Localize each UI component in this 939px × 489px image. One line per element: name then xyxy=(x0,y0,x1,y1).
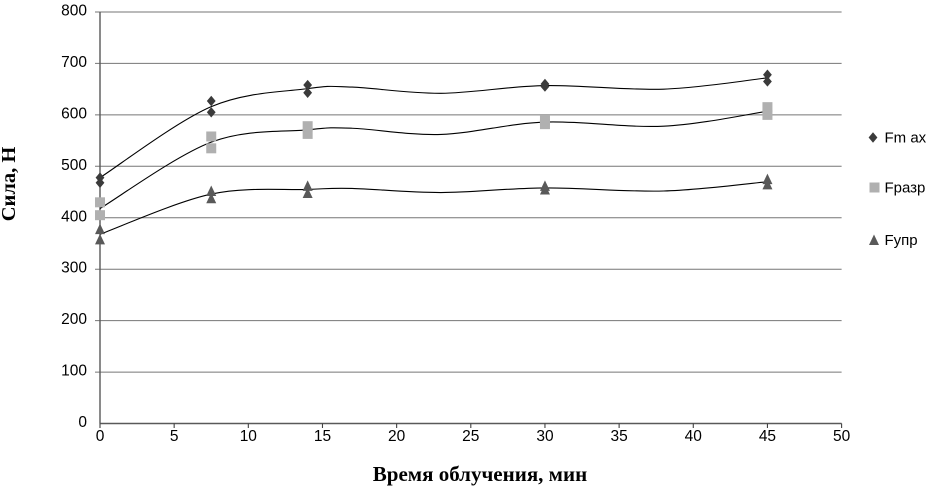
svg-text:300: 300 xyxy=(61,260,87,277)
svg-text:20: 20 xyxy=(388,428,406,445)
svg-text:15: 15 xyxy=(314,428,331,445)
svg-text:Fm ax: Fm ax xyxy=(885,130,927,147)
svg-text:45: 45 xyxy=(759,428,776,445)
svg-text:0: 0 xyxy=(96,428,105,445)
svg-text:800: 800 xyxy=(61,3,87,20)
svg-text:200: 200 xyxy=(61,311,87,328)
svg-text:50: 50 xyxy=(833,428,851,445)
svg-text:400: 400 xyxy=(61,208,87,225)
svg-text:40: 40 xyxy=(685,428,703,445)
svg-text:5: 5 xyxy=(170,428,179,445)
svg-text:0: 0 xyxy=(78,414,87,431)
svg-text:Сила, Н: Сила, Н xyxy=(0,147,20,222)
svg-text:Время облучения, мин: Время облучения, мин xyxy=(373,462,587,486)
svg-text:600: 600 xyxy=(61,105,87,122)
svg-text:500: 500 xyxy=(61,157,87,174)
svg-text:25: 25 xyxy=(462,428,479,445)
svg-text:35: 35 xyxy=(610,428,627,445)
svg-text:Fразр: Fразр xyxy=(885,180,926,197)
svg-text:30: 30 xyxy=(536,428,554,445)
svg-text:700: 700 xyxy=(61,54,87,71)
svg-text:Fупр: Fупр xyxy=(885,232,918,249)
svg-text:100: 100 xyxy=(61,363,87,380)
svg-text:10: 10 xyxy=(240,428,258,445)
